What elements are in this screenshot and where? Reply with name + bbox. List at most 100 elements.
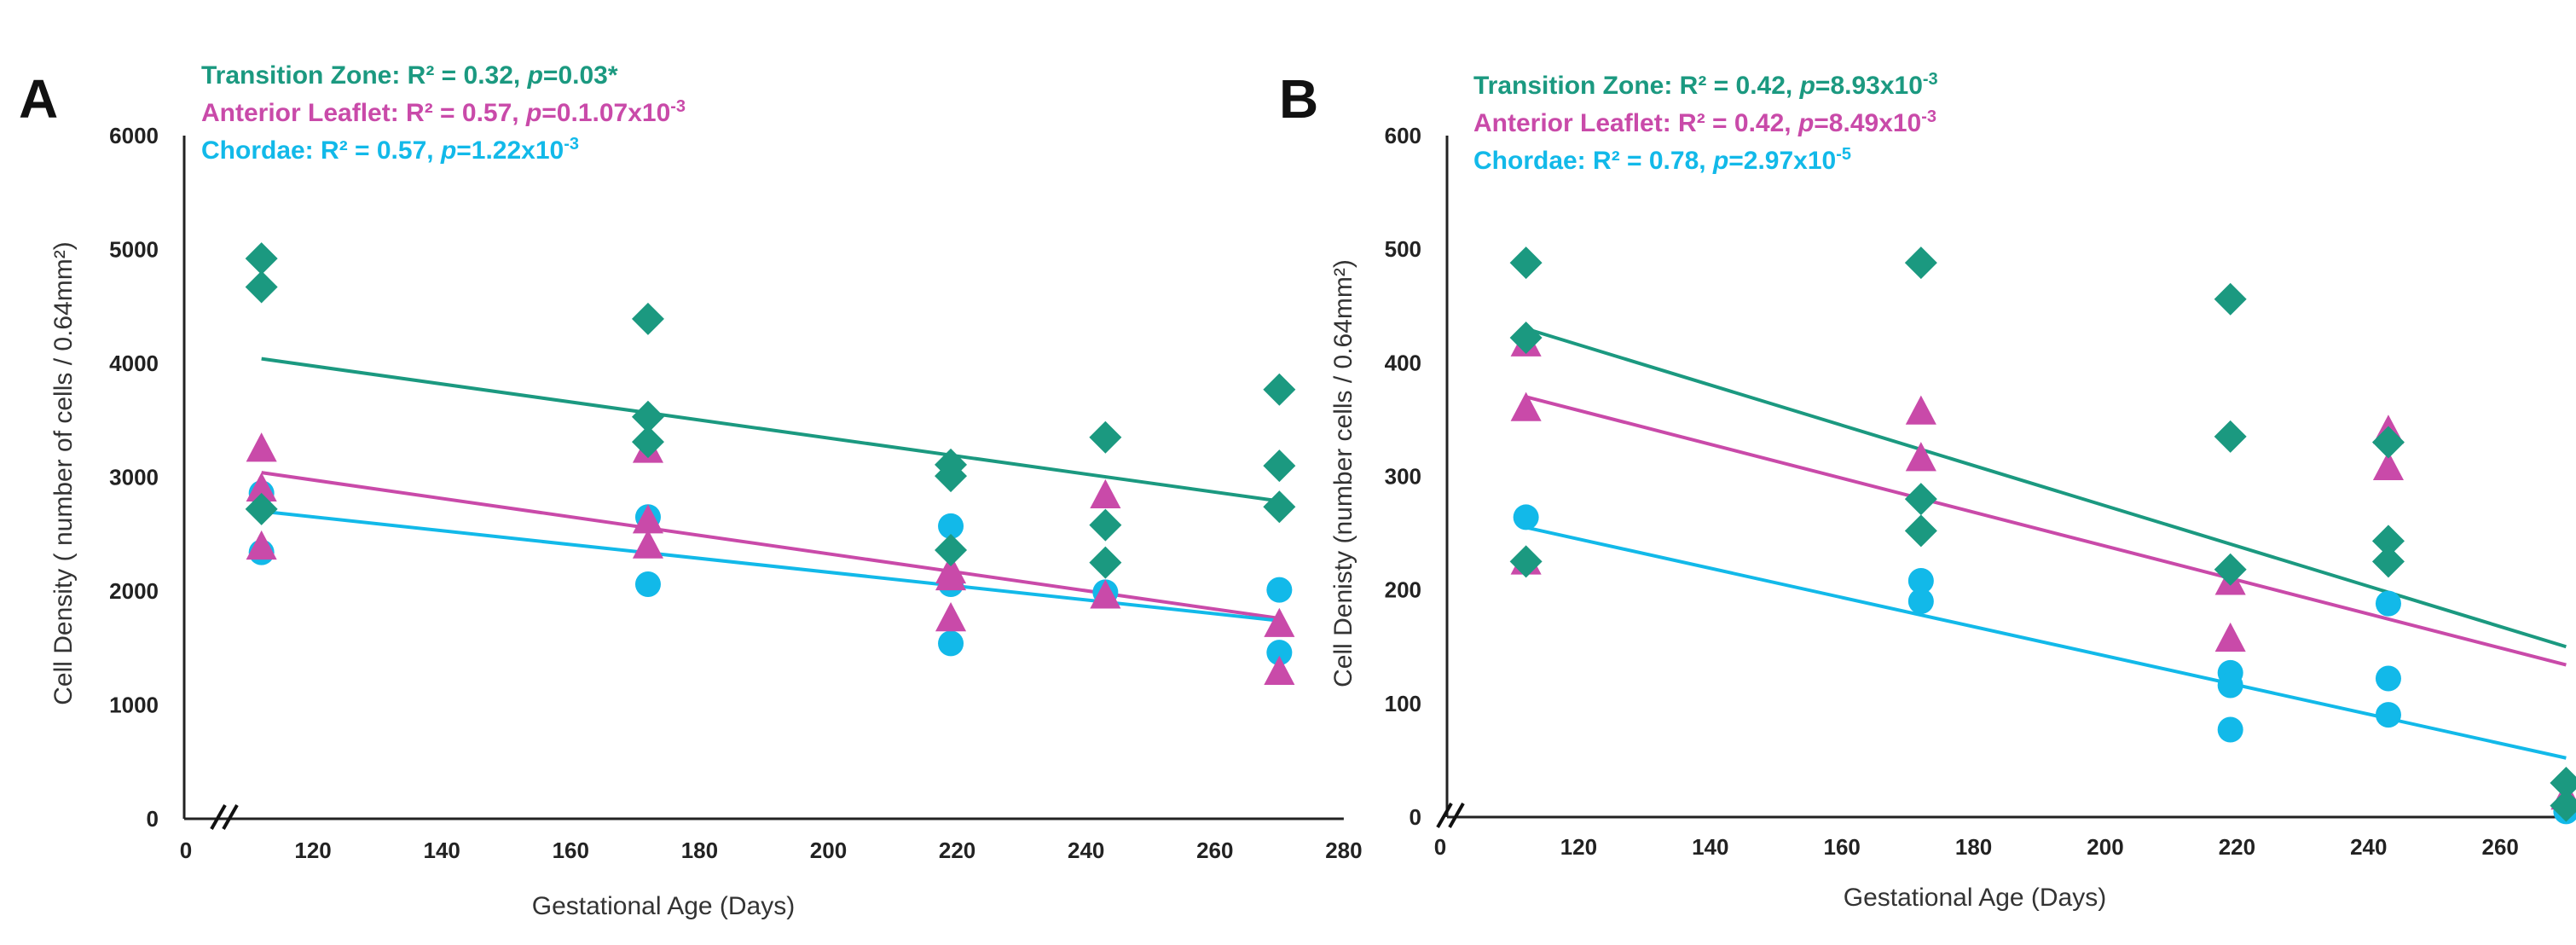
trendline-chordae (1525, 525, 2567, 760)
trendline-anterior-leaflet (261, 471, 1280, 621)
y-tick-label: 200 (1385, 577, 1421, 603)
x-tick-label: 220 (939, 838, 975, 863)
data-point-anterior-leaflet (246, 432, 277, 462)
axis-break-mark (222, 804, 239, 830)
legend-entry-chordae: Chordae: R² = 0.57, p=1.22x10-3 (201, 135, 579, 165)
data-point-transition-zone (1263, 449, 1296, 483)
legend-text: =0.03* (543, 61, 618, 90)
legend-exponent: -3 (1921, 107, 1936, 126)
legend-text: =8.49x10 (1814, 109, 1921, 137)
legend-text: R² = 0.78, (1586, 147, 1713, 175)
x-origin-label: 0 (1434, 834, 1446, 860)
data-point-transition-zone (1509, 246, 1543, 280)
data-point-transition-zone (2550, 789, 2576, 822)
legend-exponent: -3 (670, 97, 686, 116)
x-tick-label: 200 (810, 838, 847, 863)
data-point-anterior-leaflet (632, 504, 664, 534)
data-point-transition-zone (1089, 420, 1122, 454)
data-point-transition-zone (2371, 426, 2405, 459)
x-axis-title: Gestational Age (Days) (532, 892, 795, 920)
legend-text: R² = 0.57, (314, 136, 441, 165)
data-point-anterior-leaflet (1905, 395, 1936, 425)
data-point-transition-zone (2214, 553, 2247, 586)
x-tick-label: 240 (1068, 838, 1104, 863)
data-point-transition-zone (1509, 545, 1543, 578)
legend-entry-anterior-leaflet: Anterior Leaflet: R² = 0.57, p=0.1.07x10… (201, 97, 686, 127)
data-point-chordae (938, 630, 964, 657)
data-point-chordae (1907, 588, 1934, 614)
y-tick-label: 1000 (109, 693, 159, 718)
y-tick-label: 500 (1385, 236, 1421, 262)
panel-letter: B (1279, 68, 1318, 130)
y-tick-label: 5000 (109, 237, 159, 263)
data-point-transition-zone (2371, 545, 2405, 578)
legend-exponent: -3 (1923, 70, 1938, 89)
y-tick-label: 300 (1385, 463, 1421, 489)
data-point-transition-zone (631, 302, 664, 335)
legend-text: Chordae: (201, 136, 314, 165)
legend-text: =2.97x10 (1728, 147, 1836, 175)
legend-text: =1.22x10 (456, 136, 564, 165)
data-point-anterior-leaflet (1510, 391, 1542, 421)
x-tick-label: 180 (681, 838, 718, 863)
legend-text: Anterior Leaflet: (1473, 109, 1671, 137)
legend-text: R² = 0.42, (1672, 72, 1799, 100)
data-point-transition-zone (245, 270, 278, 304)
data-point-chordae (2375, 590, 2401, 617)
legend-text: p (1797, 109, 1814, 137)
y-tick-label: 6000 (109, 123, 159, 148)
data-point-transition-zone (1509, 322, 1543, 355)
data-point-transition-zone (935, 533, 968, 566)
data-point-chordae (2217, 716, 2243, 743)
data-point-transition-zone (1263, 490, 1296, 524)
x-tick-label: 200 (2087, 834, 2123, 860)
chart-panel-b: B 0 100 200 300 400 500 600 0 120 140 160 180 200 220 2… (1279, 68, 2576, 912)
data-point-anterior-leaflet (1090, 579, 1121, 609)
legend-text: R² = 0.57, (399, 99, 526, 127)
y-tick-label: 3000 (109, 465, 159, 490)
y-tick-label: 0 (1410, 804, 1421, 830)
x-axis-title: Gestational Age (Days) (1844, 884, 2106, 912)
y-tick-label: 2000 (109, 578, 159, 604)
data-point-chordae (1907, 568, 1934, 594)
data-point-transition-zone (2214, 420, 2247, 453)
data-point-transition-zone (631, 400, 664, 433)
axis-break-mark (1448, 803, 1465, 828)
y-axis-title: Cell Density ( number of cells / 0.64mm²… (49, 241, 78, 705)
legend-text: R² = 0.32, (400, 61, 527, 90)
data-point-transition-zone (2550, 767, 2576, 800)
y-tick-label: 600 (1385, 123, 1421, 148)
data-point-transition-zone (1904, 246, 1937, 280)
legend-entry-transition-zone: Transition Zone: R² = 0.32, p=0.03* (201, 61, 618, 90)
data-point-anterior-leaflet (1090, 478, 1121, 509)
legend-text: R² = 0.42, (1671, 109, 1798, 137)
legend-text: p (525, 99, 541, 127)
x-tick-label: 140 (424, 838, 460, 863)
data-point-chordae (1513, 504, 1539, 530)
data-point-chordae (1266, 577, 1293, 603)
data-point-chordae (2375, 665, 2401, 692)
y-tick-label: 4000 (109, 351, 159, 376)
data-point-transition-zone (245, 242, 278, 275)
x-tick-label: 260 (1196, 838, 1233, 863)
data-point-chordae (2217, 672, 2243, 699)
data-point-transition-zone (631, 426, 664, 459)
data-point-transition-zone (1263, 373, 1296, 406)
y-tick-label: 400 (1385, 350, 1421, 375)
x-tick-label: 180 (1955, 834, 1992, 860)
x-tick-label: 240 (2350, 834, 2387, 860)
trendline-chordae (261, 509, 1280, 623)
data-point-chordae (938, 513, 964, 539)
legend-text: p (1799, 72, 1815, 100)
x-tick-label: 120 (294, 838, 331, 863)
data-point-chordae (1266, 640, 1293, 666)
trendline-transition-zone (1525, 327, 2567, 649)
data-point-transition-zone (245, 492, 278, 525)
data-point-anterior-leaflet (246, 472, 277, 502)
data-point-anterior-leaflet (2372, 450, 2405, 481)
data-point-anterior-leaflet (1264, 607, 1295, 637)
x-tick-label: 160 (1824, 834, 1861, 860)
data-point-transition-zone (1089, 508, 1122, 542)
x-tick-label: 160 (553, 838, 589, 863)
data-point-transition-zone (935, 460, 968, 493)
